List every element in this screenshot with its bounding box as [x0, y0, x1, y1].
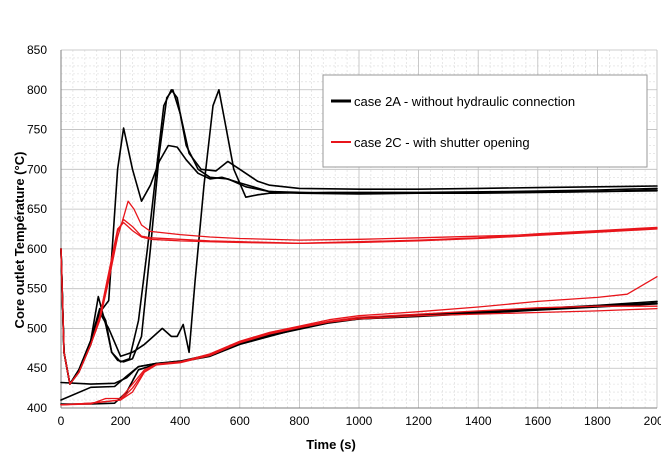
- legend-label-2a: case 2A - without hydraulic connection: [354, 94, 575, 109]
- x-tick-label: 0: [58, 414, 65, 428]
- y-tick-label: 400: [27, 401, 47, 415]
- y-tick-label: 650: [27, 202, 47, 216]
- y-tick-label: 600: [27, 242, 47, 256]
- y-tick-label: 800: [27, 83, 47, 97]
- series-line-case-2c-13: [60, 307, 658, 406]
- y-tick-label: 700: [27, 162, 47, 176]
- x-tick-label: 1200: [405, 414, 432, 428]
- y-tick-label: 850: [27, 43, 47, 57]
- y-tick-label: 450: [27, 361, 47, 375]
- x-tick-label: 1400: [465, 414, 492, 428]
- series-layer: [60, 89, 658, 406]
- legend: case 2A - without hydraulic connection c…: [322, 74, 648, 168]
- y-axis-title: Core outlet Température (°C): [12, 152, 27, 329]
- x-tick-label: 200: [111, 414, 131, 428]
- y-tick-label: 500: [27, 321, 47, 335]
- x-axis-title: Time (s): [306, 437, 356, 452]
- x-tick-label: 1000: [346, 414, 373, 428]
- series-line-case-2a-7: [60, 303, 658, 401]
- legend-label-2c: case 2C - with shutter opening: [354, 135, 530, 150]
- x-tick-label: 1800: [584, 414, 611, 428]
- series-line-case-2c-11: [60, 276, 658, 406]
- series-line-case-2a-4: [60, 89, 658, 385]
- x-tick-label: 400: [170, 414, 190, 428]
- axes: [60, 50, 657, 409]
- series-line-case-2c-12: [60, 305, 658, 406]
- legend-box: [322, 74, 648, 168]
- x-tick-label: 800: [289, 414, 309, 428]
- x-tick-label: 600: [230, 414, 250, 428]
- tick-labels: 400 450 500 550 600 650 700 750 800 850 0 200 400 600…: [27, 43, 661, 428]
- x-tick-label: 2000: [644, 414, 661, 428]
- series-line-case-2a-3: [60, 89, 658, 385]
- series-line-case-2c-10: [60, 221, 658, 385]
- y-tick-label: 550: [27, 282, 47, 296]
- y-tick-label: 750: [27, 123, 47, 137]
- x-tick-label: 1600: [524, 414, 551, 428]
